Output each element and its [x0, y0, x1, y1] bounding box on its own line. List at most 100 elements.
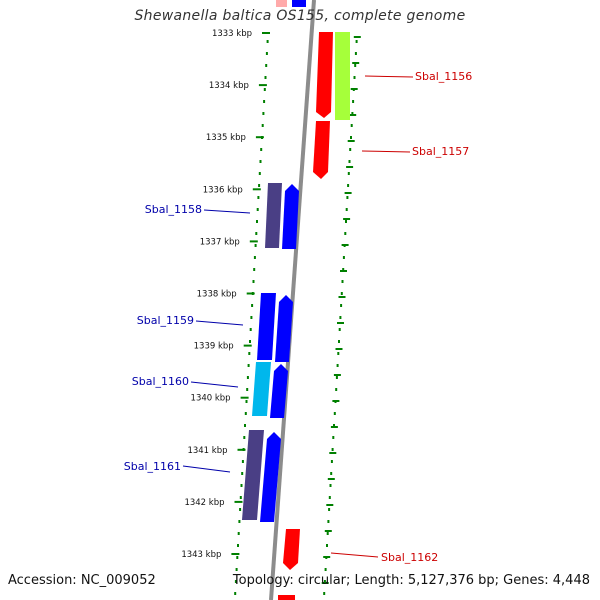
guide-dot [260, 148, 263, 151]
guide-dot [333, 412, 336, 415]
gene-label-sbal-1161[interactable]: Sbal_1161 [124, 460, 181, 473]
guide-dot [250, 316, 253, 319]
guide-dot [259, 160, 262, 163]
kbp-tick-label: 1342 kbp [184, 498, 224, 508]
gene-block-sbal-1159[interactable] [257, 293, 276, 360]
guide-dot [235, 568, 238, 571]
guide-dot [323, 580, 326, 583]
guide-dot [239, 508, 242, 511]
guide-dot [338, 328, 341, 331]
guide-dot [328, 496, 331, 499]
guide-dot [345, 208, 348, 211]
guide-dot [256, 208, 259, 211]
guide-dot [330, 472, 333, 475]
guide-dot [258, 184, 261, 187]
gene-arrow-sbal-1161[interactable] [260, 432, 281, 522]
guide-dot [253, 256, 256, 259]
leader-line [203, 209, 251, 214]
kbp-tick-label: 1341 kbp [187, 446, 227, 456]
guide-dot [340, 304, 343, 307]
guide-dot [349, 148, 352, 151]
guide-dot [354, 52, 357, 55]
guide-dot [342, 268, 345, 271]
leader-line [182, 465, 231, 473]
guide-dot [341, 280, 344, 283]
kbp-tick-label: 1337 kbp [200, 237, 240, 247]
guide-dot [347, 184, 350, 187]
gene-block-sbal-1158[interactable] [265, 183, 282, 248]
genome-backbone [269, 0, 316, 600]
guide-dot [257, 196, 260, 199]
kbp-tick-label: 1339 kbp [194, 342, 234, 352]
guide-dot [251, 304, 254, 307]
guide-dot [241, 472, 244, 475]
guide-dot [253, 268, 256, 271]
guide-dot [243, 436, 246, 439]
guide-dot [264, 76, 267, 79]
guide-dot [340, 292, 343, 295]
map-title: Shewanella baltica OS155, complete genom… [134, 8, 466, 24]
guide-dot [256, 220, 258, 223]
gene-block-sbal-1161[interactable] [242, 430, 264, 520]
guide-dot [355, 40, 358, 43]
gene-arrow-sbal-1156[interactable] [316, 32, 333, 118]
kbp-tick-label: 1334 kbp [209, 81, 249, 91]
gene-arrow-sbal-1159[interactable] [275, 295, 293, 362]
guide-dot [339, 316, 342, 319]
kbp-tick-label: 1335 kbp [206, 133, 246, 143]
guide-dot [265, 64, 268, 67]
guide-dot [345, 220, 347, 223]
guide-dot [331, 448, 334, 451]
guide-dot [323, 592, 326, 595]
kbp-scale: 1333 kbp 1334 kbp 1335 kbp 1336 kbp 1337 kbp… [181, 29, 270, 560]
guide-dot [335, 376, 338, 379]
topology-text: Topology: circular; Length: 5,127,376 bp… [232, 573, 590, 588]
guide-dot [352, 100, 355, 103]
guide-dot [350, 136, 352, 139]
gene-block-sbal-1160[interactable] [252, 362, 271, 416]
gene-block-lime [335, 32, 350, 120]
guide-dot [344, 232, 347, 235]
guide-dot [248, 352, 251, 355]
guide-dot [239, 496, 242, 499]
leader-line [195, 320, 244, 326]
guide-dot [234, 580, 237, 583]
gene-label-sbal-1162[interactable]: Sbal_1162 [381, 551, 438, 564]
guide-dot [263, 100, 266, 103]
leader-line [330, 552, 379, 558]
guide-dot [249, 340, 251, 343]
guide-dot [244, 412, 247, 415]
cropped-feature-red [278, 595, 295, 600]
kbp-tick-label: 1333 kbp [212, 29, 252, 39]
guide-dot [330, 460, 333, 463]
gene-label-sbal-1158[interactable]: Sbal_1158 [145, 203, 202, 216]
guide-dot [348, 160, 351, 163]
gene-arrow-sbal-1160[interactable] [270, 364, 288, 418]
gene-label-sbal-1159[interactable]: Sbal_1159 [137, 314, 194, 327]
guide-dot [236, 556, 239, 559]
guide-dot [245, 400, 248, 403]
guide-dot [351, 112, 354, 115]
guide-dot [337, 352, 340, 355]
gene-arrow-sbal-1158[interactable] [282, 184, 299, 249]
guide-dot [252, 280, 255, 283]
guide-dot [347, 172, 350, 175]
guide-dot [336, 364, 339, 367]
guide-dot [241, 460, 244, 463]
gene-arrow-sbal-1157[interactable] [313, 121, 330, 179]
guide-dot [328, 508, 331, 511]
guide-dot [353, 76, 356, 79]
guide-dot [258, 172, 261, 175]
guide-dot [265, 52, 268, 55]
guide-dot [266, 40, 269, 43]
gene-label-sbal-1157[interactable]: Sbal_1157 [412, 145, 469, 158]
gene-arrow-sbal-1162[interactable] [283, 529, 300, 570]
guide-dot [237, 532, 240, 535]
guide-dot [247, 364, 250, 367]
gene-label-sbal-1160[interactable]: Sbal_1160 [132, 375, 189, 388]
guide-dot [327, 520, 330, 523]
guide-dot [255, 232, 258, 235]
gene-label-sbal-1156[interactable]: Sbal_1156 [415, 70, 472, 83]
guide-dot [354, 64, 357, 67]
